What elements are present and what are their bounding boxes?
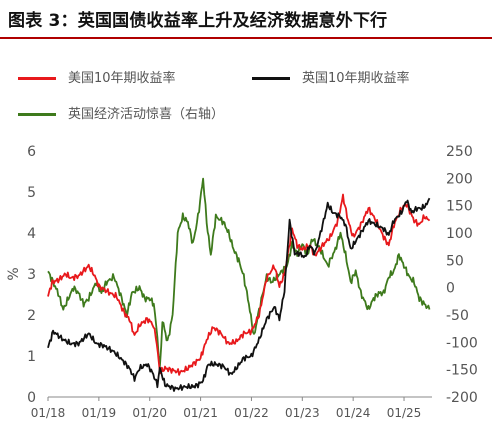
x-tick-label: 01/23 (285, 406, 320, 420)
line-uk10y (47, 197, 431, 392)
y-right-tick-label: 50 (446, 253, 464, 269)
y-right-tick-label: 0 (446, 281, 455, 297)
line-us10y (47, 193, 431, 376)
legend-item-us10y: 美国10年期收益率 (18, 67, 176, 86)
x-tick-label: 01/21 (183, 406, 218, 420)
y-right-tick-label: -150 (446, 363, 478, 379)
y-right-tick-label: -100 (446, 335, 478, 351)
y-right-tick-label: 200 (446, 171, 473, 187)
legend-label-uk-surprise: 英国经济活动惊喜（右轴） (68, 107, 225, 122)
chart-title: 图表 3：英国国债收益率上升及经济数据意外下行 (8, 11, 388, 31)
y-left-tick-label: 3 (27, 267, 36, 283)
x-tick-label: 01/19 (82, 406, 117, 420)
y-right-tick-label: -50 (446, 308, 469, 324)
legend-label-us10y: 美国10年期收益率 (68, 71, 176, 86)
legend-label-uk10y: 英国10年期收益率 (302, 71, 410, 86)
x-tick-label: 01/22 (234, 406, 269, 420)
legend-item-uk-surprise: 英国经济活动惊喜（右轴） (18, 103, 224, 122)
y-left-tick-label: 4 (27, 226, 36, 242)
y-right-tick-label: 250 (446, 144, 473, 160)
y-left-tick-label: 1 (27, 349, 36, 365)
line-uk-surprise (47, 177, 431, 368)
x-tick-label: 01/24 (336, 406, 371, 420)
y-right-tick-label: 150 (446, 199, 473, 215)
y-left-tick-label: 0 (27, 390, 36, 406)
legend-swatch-uk-surprise (18, 113, 56, 116)
y-left-tick-label: 2 (27, 308, 36, 324)
y-axis-label: % (6, 267, 22, 280)
legend-item-uk10y: 英国10年期收益率 (252, 67, 410, 86)
x-tick-label: 01/20 (132, 406, 167, 420)
legend-swatch-uk10y (252, 77, 290, 80)
y-right-tick-label: 100 (446, 226, 473, 242)
x-tick-label: 01/18 (31, 406, 66, 420)
y-left-tick-label: 5 (27, 185, 36, 201)
y-left-tick-label: 6 (27, 144, 36, 160)
y-right-tick-label: -200 (446, 390, 478, 406)
legend-swatch-us10y (18, 77, 56, 80)
title-divider (0, 37, 492, 39)
x-tick-label: 01/25 (387, 406, 422, 420)
